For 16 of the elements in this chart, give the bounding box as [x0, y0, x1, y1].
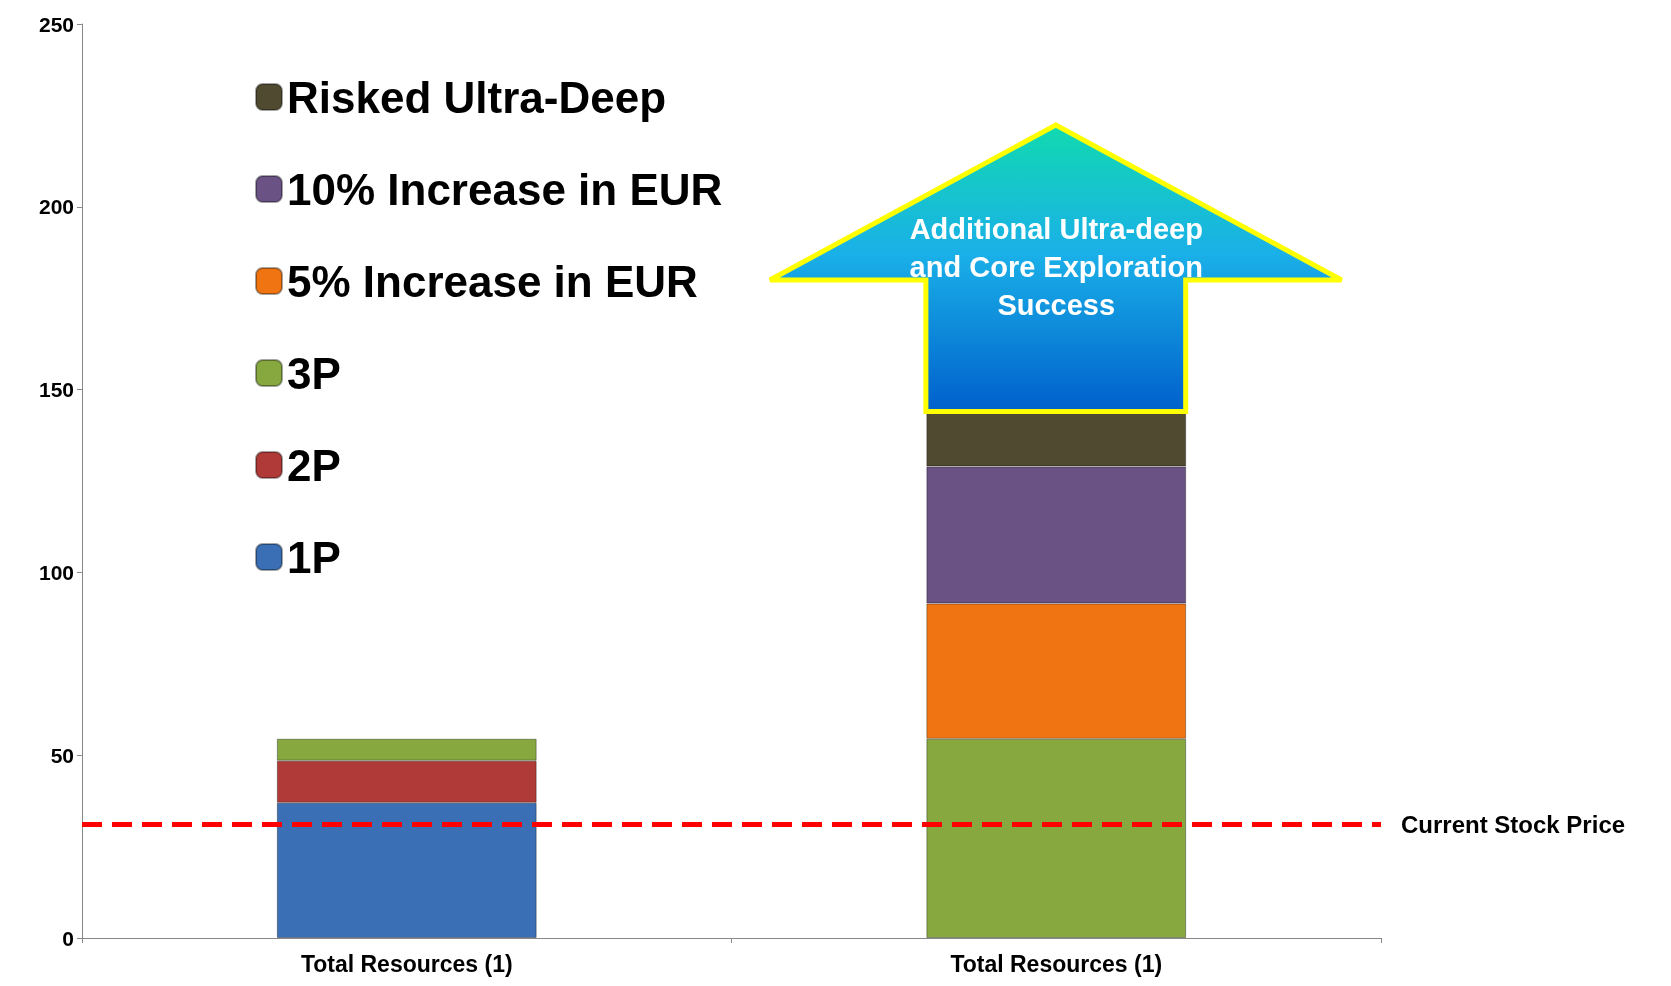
- y-tick-label: 0: [62, 926, 74, 950]
- legend-label: Risked Ultra-Deep: [287, 72, 667, 122]
- y-tick-label: 100: [38, 560, 74, 584]
- y-tick-label: 150: [38, 378, 74, 402]
- x-tick-label: Total Resources (1): [300, 950, 513, 977]
- x-tick-label: Total Resources (1): [950, 950, 1163, 977]
- legend-label: 3P: [287, 348, 341, 398]
- y-tick-label: 250: [38, 12, 74, 36]
- ref-line-label: Current Stock Price: [1401, 811, 1626, 839]
- annotation: Additional Ultra-deep and Core Exploration Success: [908, 212, 1204, 323]
- legend-label: 10% Increase in EUR: [287, 164, 723, 214]
- legend-label: 1P: [287, 532, 341, 582]
- y-tick-label: 50: [50, 743, 74, 767]
- y-tick-label: 200: [38, 195, 74, 219]
- legend-label: 2P: [287, 440, 341, 490]
- legend-label: 5% Increase in EUR: [287, 256, 698, 306]
